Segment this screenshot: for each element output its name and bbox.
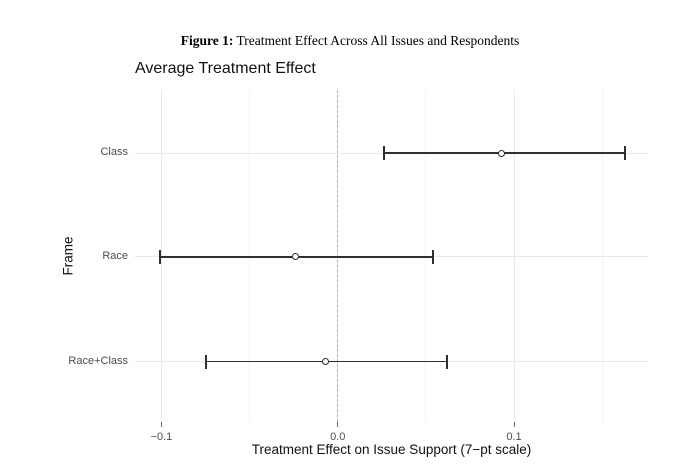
chart-title: Average Treatment Effect [135,60,316,77]
y-axis-label: Race [102,249,128,262]
plot-panel [135,90,648,422]
ci-cap-low [204,354,207,369]
ci-cap-high [431,249,434,264]
point-estimate [291,253,299,261]
ci-cap-high [624,146,627,161]
x-major-gridline [513,90,515,422]
x-tick-label: −0.1 [150,431,173,443]
y-axis-label: Race+Class [68,354,128,367]
x-tick-mark [337,422,339,427]
x-axis-title: Treatment Effect on Issue Support (7−pt … [251,442,532,457]
x-minor-gridline [425,90,427,422]
x-minor-gridline [601,90,603,422]
figure-caption-label: Figure 1: [180,33,234,48]
x-tick-mark [513,422,515,427]
x-tick-label: 0.1 [506,431,522,443]
x-tick-mark [160,422,162,427]
figure-caption-text: Treatment Effect Across All Issues and R… [233,33,520,48]
ci-cap-low [382,146,385,161]
x-minor-gridline [249,90,251,422]
figure-caption: Figure 1: Treatment Effect Across All Is… [0,33,700,49]
ci-cap-low [158,249,161,264]
y-axis-label: Class [100,146,128,159]
ci-cap-high [446,354,449,369]
x-major-gridline [160,90,162,422]
point-estimate [321,358,329,366]
x-tick-label: 0.0 [330,431,346,443]
point-estimate [498,149,506,157]
zero-reference-line [336,90,338,422]
x-major-gridline [337,90,339,422]
